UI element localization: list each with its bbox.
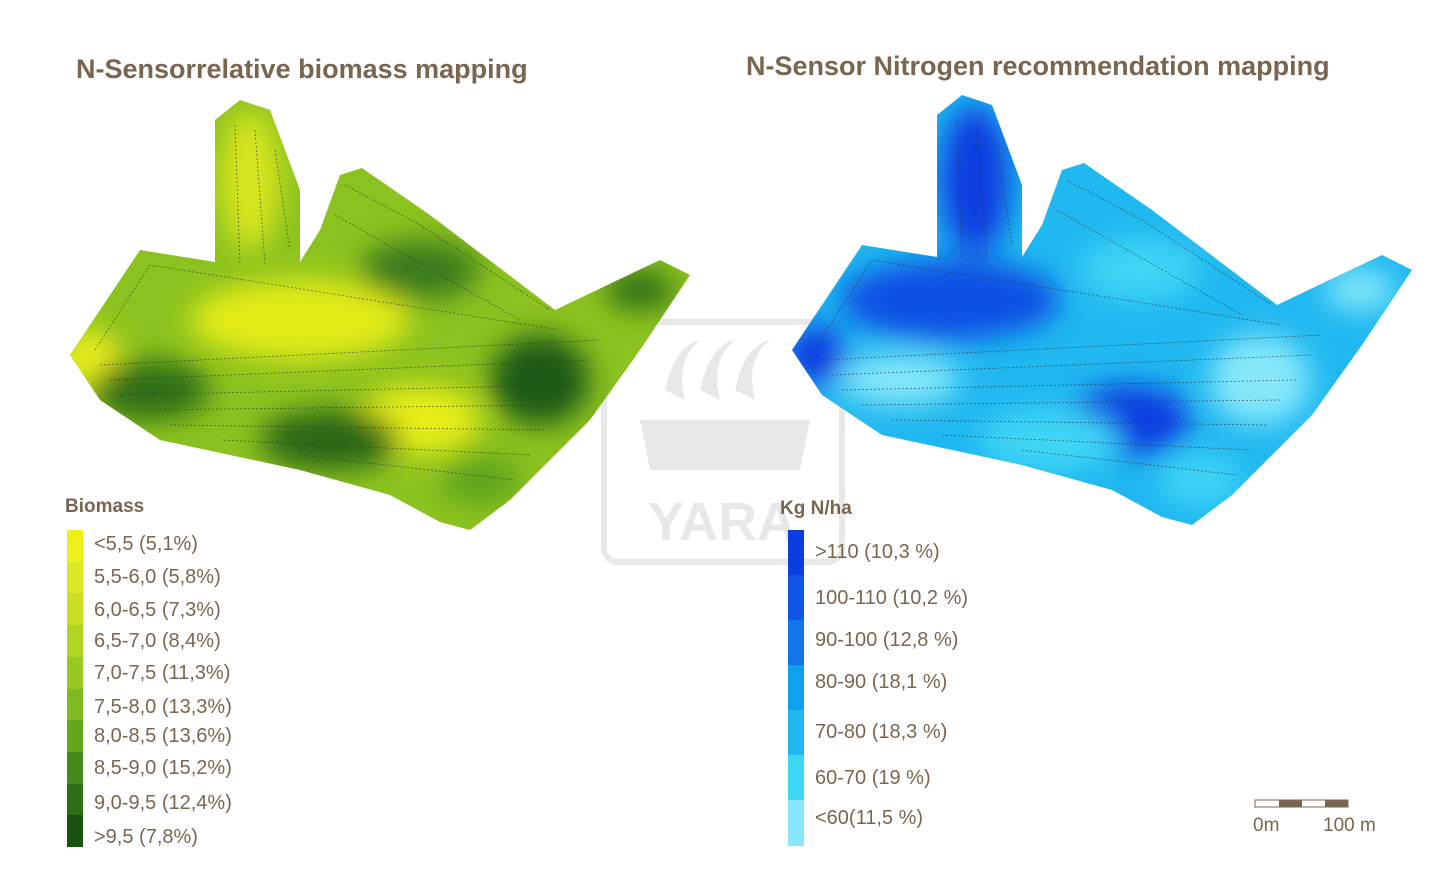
scale-bar	[1254, 799, 1349, 808]
legend-label: >9,5 (7,8%)	[94, 826, 198, 848]
legend-swatch	[788, 665, 804, 711]
legend-swatch	[788, 800, 804, 846]
scale-start-label: 0m	[1253, 815, 1280, 836]
legend-label: >110 (10,3 %)	[815, 541, 940, 563]
legend-swatch	[67, 625, 83, 658]
legend-label: 70-80 (18,3 %)	[815, 721, 948, 743]
legend-swatch	[67, 656, 83, 689]
legend-swatch	[788, 710, 804, 756]
legend-swatch	[67, 783, 83, 816]
legend-label: 6,0-6,5 (7,3%)	[94, 599, 221, 621]
legend-label: <5,5 (5,1%)	[94, 533, 198, 555]
legend-swatch	[67, 751, 83, 785]
legend-label: 8,0-8,5 (13,6%)	[94, 725, 232, 747]
legend-swatch	[67, 688, 83, 721]
legend-swatch	[788, 575, 804, 621]
legend-swatch	[67, 815, 83, 848]
legend-label: 5,5-6,0 (5,8%)	[94, 566, 221, 588]
legend-swatch	[67, 561, 83, 594]
biomass-legend-title: Biomass	[65, 496, 145, 517]
legend-swatch	[67, 720, 83, 753]
legend-label: 80-90 (18,1 %)	[815, 671, 948, 693]
legend-swatch	[67, 593, 83, 626]
legend-label: 9,0-9,5 (12,4%)	[94, 792, 232, 814]
legend-label: 60-70 (19 %)	[815, 767, 931, 789]
legend-label: 7,5-8,0 (13,3%)	[94, 696, 232, 718]
legend-label: 8,5-9,0 (15,2%)	[94, 757, 232, 779]
legend-label: 7,0-7,5 (11,3%)	[94, 662, 231, 684]
nitrogen-legend-title: Kg N/ha	[780, 498, 852, 519]
yara-watermark-logo: YARA	[601, 319, 845, 565]
legend-label: <60(11,5 %)	[815, 807, 924, 829]
legend-label: 100-110 (10,2 %)	[815, 587, 969, 609]
legend-label: 90-100 (12,8 %)	[815, 629, 959, 651]
legend-label: 6,5-7,0 (8,4%)	[94, 630, 221, 652]
scale-end-label: 100 m	[1323, 815, 1376, 836]
legend-swatch	[788, 620, 804, 666]
legend-swatch	[788, 755, 804, 801]
nitrogen-map-title: N-Sensor Nitrogen recommendation mapping	[746, 51, 1330, 81]
legend-swatch	[67, 530, 83, 563]
biomass-map-title: N-Sensorrelative biomass mapping	[76, 54, 528, 84]
nitrogen-map-field	[792, 95, 1412, 525]
legend-swatch	[788, 530, 804, 576]
svg-text:YARA: YARA	[648, 492, 796, 552]
